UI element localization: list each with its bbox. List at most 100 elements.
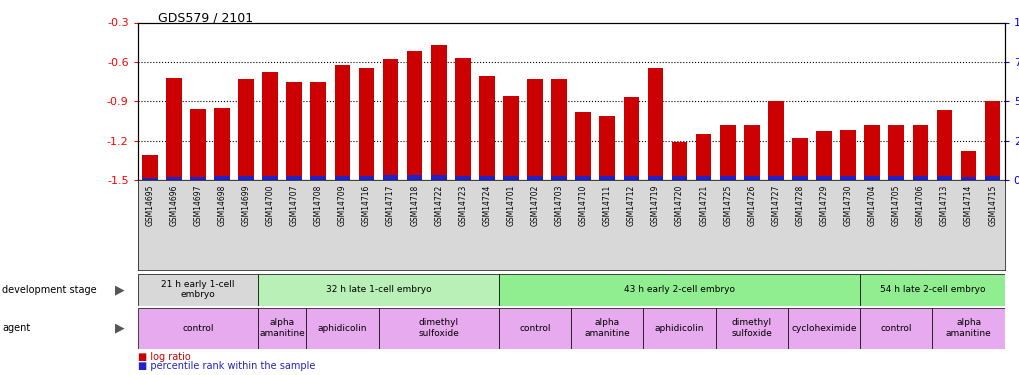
- Text: GSM14728: GSM14728: [795, 184, 804, 226]
- Bar: [912, 125, 927, 180]
- Bar: [575, 112, 590, 180]
- Bar: [743, 125, 759, 180]
- Bar: [815, 176, 832, 180]
- Text: dimethyl
sulfoxide: dimethyl sulfoxide: [418, 318, 459, 338]
- Bar: [498, 308, 571, 349]
- Bar: [214, 176, 229, 180]
- Text: GSM14706: GSM14706: [915, 184, 924, 226]
- Bar: [695, 176, 711, 180]
- Bar: [859, 308, 931, 349]
- Text: GDS579 / 2101: GDS579 / 2101: [158, 11, 253, 24]
- Text: control: control: [182, 324, 213, 333]
- Bar: [262, 176, 278, 180]
- Bar: [571, 308, 643, 349]
- Bar: [138, 308, 258, 349]
- Bar: [787, 308, 859, 349]
- Text: GSM14721: GSM14721: [698, 184, 707, 226]
- Bar: [960, 177, 975, 180]
- Bar: [719, 176, 735, 180]
- Bar: [190, 109, 206, 180]
- Bar: [623, 98, 639, 180]
- Bar: [454, 176, 470, 180]
- Bar: [672, 142, 687, 180]
- Bar: [166, 78, 181, 180]
- Bar: [719, 125, 735, 180]
- Text: alpha
amanitine: alpha amanitine: [945, 318, 990, 338]
- Text: GSM14725: GSM14725: [722, 184, 732, 226]
- Bar: [382, 175, 398, 180]
- Bar: [935, 176, 952, 180]
- Text: GSM14700: GSM14700: [265, 184, 274, 226]
- Bar: [479, 176, 494, 180]
- Bar: [599, 116, 614, 180]
- Bar: [695, 134, 711, 180]
- Bar: [214, 108, 229, 180]
- Text: ▶: ▶: [115, 322, 124, 334]
- Text: alpha
amanitine: alpha amanitine: [584, 318, 630, 338]
- Bar: [238, 176, 254, 180]
- Bar: [378, 308, 498, 349]
- Text: GSM14730: GSM14730: [843, 184, 852, 226]
- Bar: [840, 176, 855, 180]
- Text: GSM14705: GSM14705: [891, 184, 900, 226]
- Bar: [960, 151, 975, 180]
- Bar: [984, 176, 1000, 180]
- Text: GSM14711: GSM14711: [602, 184, 611, 226]
- Bar: [527, 79, 542, 180]
- Text: 43 h early 2-cell embryo: 43 h early 2-cell embryo: [624, 285, 735, 294]
- Text: GSM14709: GSM14709: [337, 184, 346, 226]
- Text: GSM14696: GSM14696: [169, 184, 178, 226]
- Bar: [190, 177, 206, 180]
- Text: 21 h early 1-cell
embryo: 21 h early 1-cell embryo: [161, 280, 234, 299]
- Bar: [258, 308, 306, 349]
- Bar: [454, 58, 470, 180]
- Bar: [984, 101, 1000, 180]
- Text: dimethyl
sulfoxide: dimethyl sulfoxide: [731, 318, 771, 338]
- Bar: [498, 274, 859, 306]
- Bar: [359, 68, 374, 180]
- Bar: [138, 274, 258, 306]
- Text: 32 h late 1-cell embryo: 32 h late 1-cell embryo: [325, 285, 431, 294]
- Bar: [815, 132, 832, 180]
- Text: GSM14723: GSM14723: [458, 184, 467, 226]
- Text: GSM14726: GSM14726: [747, 184, 755, 226]
- Text: control: control: [879, 324, 911, 333]
- Text: GSM14702: GSM14702: [530, 184, 539, 226]
- Text: GSM14698: GSM14698: [217, 184, 226, 226]
- Bar: [715, 308, 787, 349]
- Text: GSM14718: GSM14718: [410, 184, 419, 226]
- Text: GSM14719: GSM14719: [650, 184, 659, 226]
- Text: GSM14697: GSM14697: [194, 184, 202, 226]
- Bar: [238, 79, 254, 180]
- Text: GSM14714: GSM14714: [963, 184, 972, 226]
- Text: GSM14713: GSM14713: [940, 184, 948, 226]
- Bar: [792, 176, 807, 180]
- Bar: [792, 138, 807, 180]
- Bar: [334, 176, 350, 180]
- Bar: [863, 125, 879, 180]
- Bar: [142, 155, 157, 180]
- Bar: [166, 177, 181, 180]
- Bar: [551, 79, 567, 180]
- Bar: [551, 176, 567, 180]
- Bar: [258, 274, 498, 306]
- Text: GSM14707: GSM14707: [289, 184, 299, 226]
- Text: GSM14704: GSM14704: [867, 184, 876, 226]
- Text: cycloheximide: cycloheximide: [791, 324, 856, 333]
- Bar: [743, 176, 759, 180]
- Text: GSM14724: GSM14724: [482, 184, 491, 226]
- Bar: [502, 96, 519, 180]
- Text: GSM14710: GSM14710: [578, 184, 587, 226]
- Bar: [527, 176, 542, 180]
- Bar: [382, 59, 398, 180]
- Text: GSM14716: GSM14716: [362, 184, 371, 226]
- Text: 54 h late 2-cell embryo: 54 h late 2-cell embryo: [878, 285, 984, 294]
- Text: GSM14717: GSM14717: [386, 184, 394, 226]
- Bar: [912, 176, 927, 180]
- Bar: [888, 125, 903, 180]
- Bar: [859, 274, 1004, 306]
- Bar: [647, 176, 662, 180]
- Text: GSM14720: GSM14720: [675, 184, 684, 226]
- Text: aphidicolin: aphidicolin: [654, 324, 704, 333]
- Text: GSM14727: GSM14727: [770, 184, 780, 226]
